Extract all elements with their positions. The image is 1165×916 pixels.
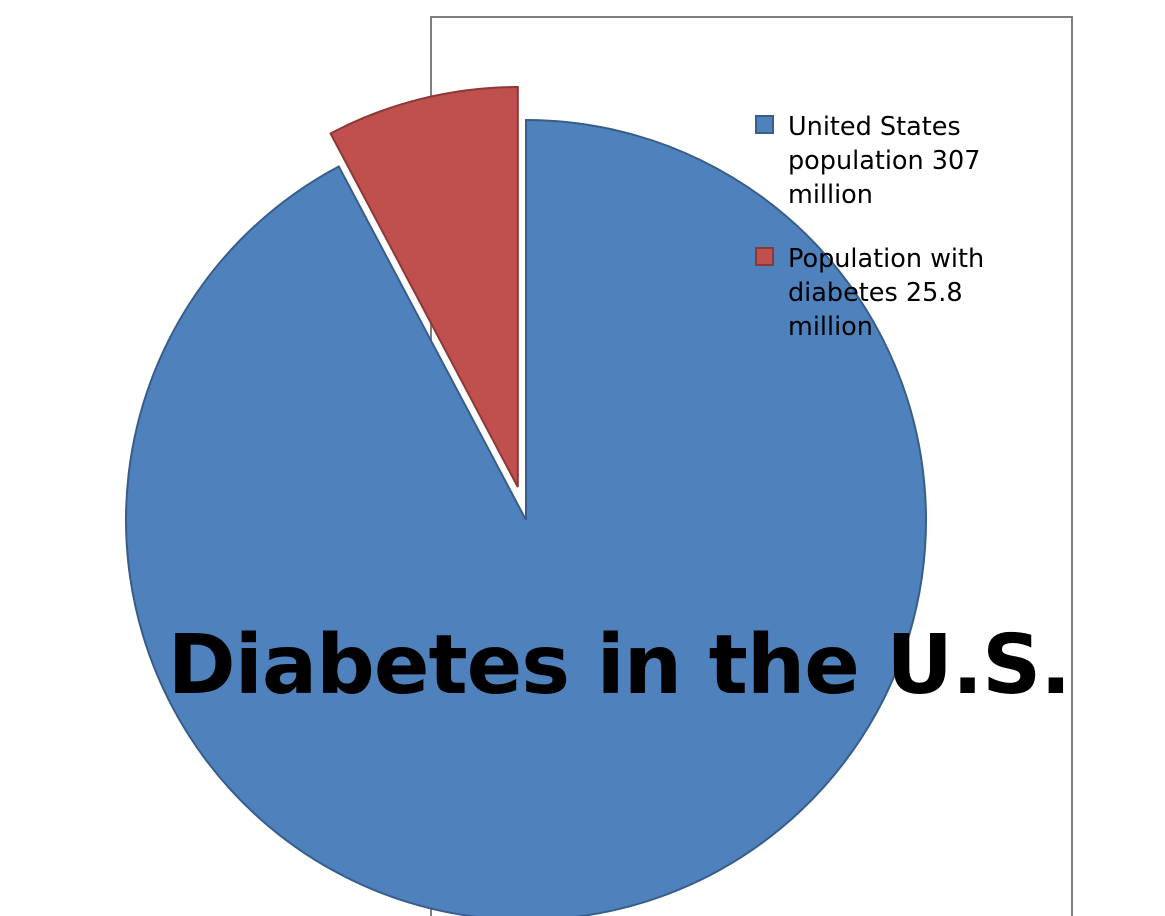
legend-swatch-us-population — [755, 115, 774, 134]
pie-slices — [125, 86, 927, 916]
pie-slice-diabetes-population — [329, 86, 519, 488]
legend: United States population 307 million Pop… — [755, 110, 1045, 374]
legend-label-us-population: United States population 307 million — [788, 112, 981, 210]
legend-item-us-population: United States population 307 million — [755, 110, 1045, 212]
legend-label-diabetes-population: Population with diabetes 25.8 million — [788, 244, 985, 342]
legend-item-diabetes-population: Population with diabetes 25.8 million — [755, 242, 1045, 344]
chart-title: Diabetes in the U.S. — [167, 618, 1072, 713]
legend-swatch-diabetes-population — [755, 247, 774, 266]
